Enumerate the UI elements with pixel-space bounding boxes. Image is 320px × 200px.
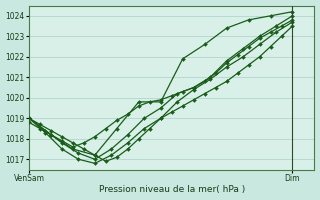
X-axis label: Pression niveau de la mer( hPa ): Pression niveau de la mer( hPa )	[99, 185, 245, 194]
